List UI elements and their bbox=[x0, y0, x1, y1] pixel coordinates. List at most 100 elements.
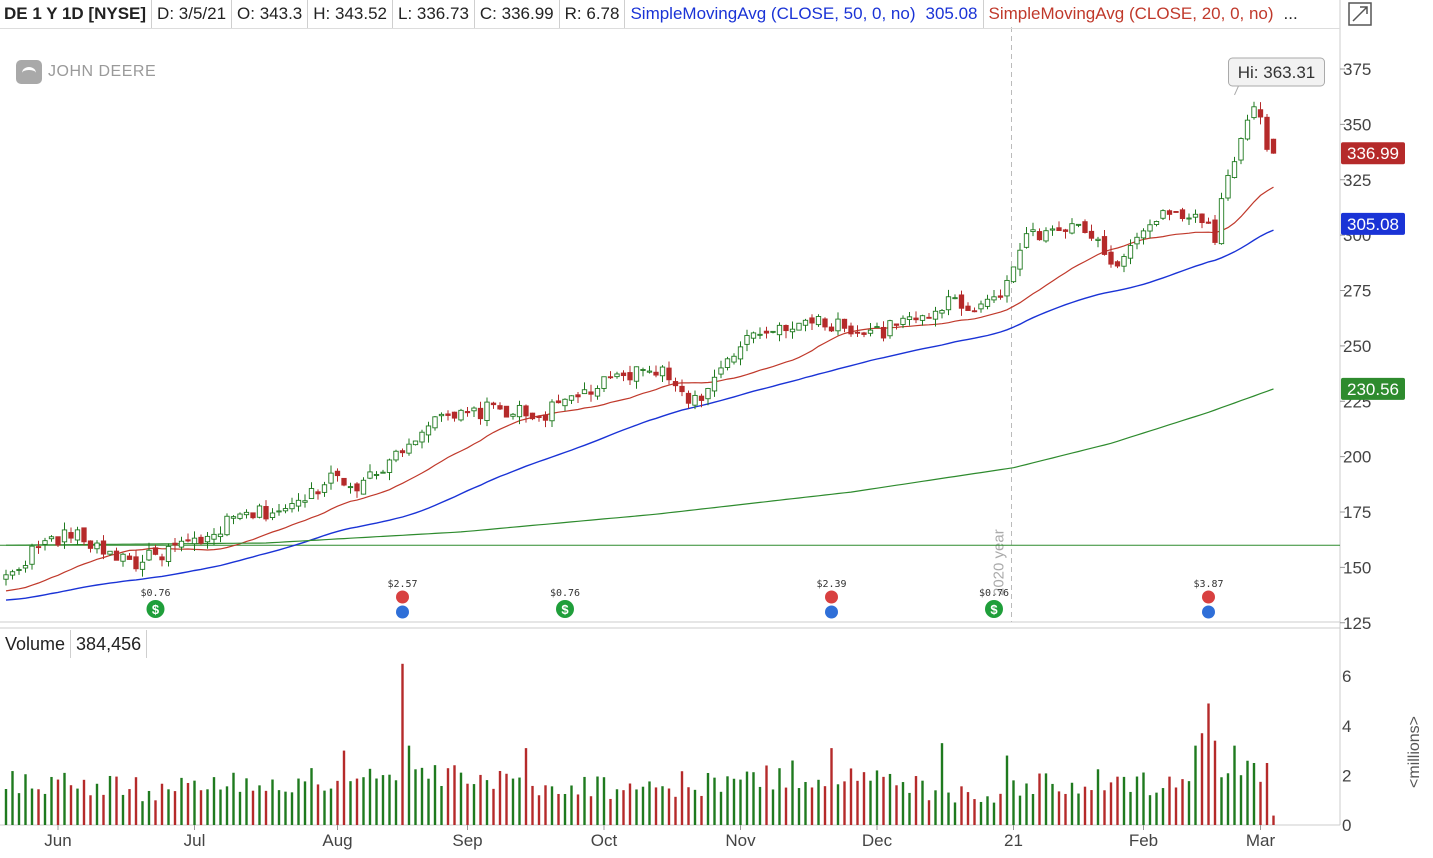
candle-body bbox=[705, 388, 711, 400]
candle-body bbox=[828, 326, 835, 332]
high-callout-box bbox=[1228, 57, 1325, 87]
earnings-icon[interactable] bbox=[1202, 590, 1215, 604]
volume-bar bbox=[69, 785, 73, 825]
candle-body bbox=[796, 322, 802, 331]
volume-bar bbox=[368, 768, 372, 825]
volume-bar bbox=[921, 780, 924, 825]
candle-body bbox=[152, 547, 159, 555]
volume-bar bbox=[1239, 775, 1243, 825]
candle-body bbox=[861, 332, 867, 335]
volume-unit-label: <millions> bbox=[1406, 716, 1423, 788]
candle-body bbox=[1036, 231, 1043, 241]
volume-bar bbox=[1187, 781, 1191, 825]
candle-body bbox=[1088, 230, 1095, 239]
dividend-amount-label: $0.76 bbox=[550, 588, 580, 599]
candle-body bbox=[841, 318, 848, 329]
candle-body bbox=[42, 540, 48, 545]
volume-bar bbox=[427, 778, 430, 825]
candle-body bbox=[542, 414, 549, 421]
earnings-info-icon[interactable] bbox=[1202, 605, 1215, 619]
volume-bar bbox=[901, 782, 905, 825]
price-tick-label: 150 bbox=[1343, 558, 1371, 577]
volume-bar bbox=[1148, 795, 1152, 825]
volume-bar bbox=[895, 785, 898, 825]
volume-bar bbox=[329, 788, 333, 825]
volume-bar bbox=[24, 774, 27, 825]
volume-bar bbox=[271, 779, 274, 825]
symbol-label[interactable]: DE 1 Y 1D [NYSE] bbox=[0, 0, 153, 28]
earnings-amount-label: $2.39 bbox=[816, 579, 846, 590]
candle-body bbox=[926, 316, 932, 319]
volume-bar bbox=[947, 792, 950, 825]
candle-body bbox=[549, 401, 555, 422]
earnings-info-icon[interactable] bbox=[396, 605, 409, 619]
candle-body bbox=[900, 317, 906, 325]
dividend-icon[interactable] bbox=[985, 600, 1003, 618]
candle-body bbox=[581, 389, 588, 395]
expand-icon[interactable] bbox=[1346, 0, 1374, 28]
volume-bar bbox=[953, 802, 957, 825]
candle-body bbox=[81, 527, 87, 543]
candle-body bbox=[939, 309, 945, 314]
candle-body bbox=[1134, 236, 1140, 245]
volume-bar bbox=[1161, 788, 1165, 825]
dividend-icon[interactable] bbox=[556, 600, 574, 618]
candle-body bbox=[146, 549, 152, 561]
candle-body bbox=[1108, 251, 1114, 265]
volume-bar bbox=[1181, 779, 1184, 825]
candle-body bbox=[159, 556, 165, 561]
earnings-info-icon[interactable] bbox=[825, 605, 838, 619]
volume-bar bbox=[160, 783, 164, 825]
candle-body bbox=[302, 500, 308, 503]
candle-body bbox=[640, 369, 646, 371]
volume-bar bbox=[661, 786, 664, 825]
candle-body bbox=[789, 328, 796, 333]
candle-body bbox=[718, 367, 724, 375]
earnings-icon[interactable] bbox=[396, 590, 409, 604]
sma20-line bbox=[5, 186, 1274, 592]
candle-body bbox=[776, 324, 783, 336]
candle-body bbox=[698, 395, 705, 401]
volume-bar bbox=[804, 781, 807, 825]
candle-body bbox=[1212, 219, 1218, 243]
volume-bar bbox=[557, 793, 560, 825]
candle-body bbox=[16, 569, 22, 571]
volume-bar bbox=[960, 786, 963, 825]
volume-bar bbox=[1213, 740, 1217, 825]
volume-bar bbox=[1226, 773, 1230, 825]
candle-body bbox=[555, 400, 562, 404]
volume-bar bbox=[1259, 781, 1262, 825]
volume-bar bbox=[908, 792, 911, 825]
candle-body bbox=[919, 315, 926, 321]
volume-bar bbox=[1194, 745, 1197, 825]
volume-bar bbox=[966, 792, 970, 825]
volume-bar bbox=[375, 778, 378, 825]
candle-body bbox=[35, 546, 42, 549]
volume-bar bbox=[856, 780, 859, 825]
candle-body bbox=[484, 401, 490, 421]
candle-body bbox=[978, 303, 984, 310]
sma20-label[interactable]: SimpleMovingAvg (CLOSE, 20, 0, no) bbox=[988, 4, 1274, 23]
dividend-icon[interactable] bbox=[146, 600, 165, 618]
candle-body bbox=[289, 503, 295, 510]
volume-bar bbox=[505, 773, 508, 825]
volume-bar bbox=[1142, 772, 1145, 825]
candle-body bbox=[458, 409, 464, 421]
candle-body bbox=[1101, 236, 1108, 255]
candle-body bbox=[1186, 217, 1192, 220]
candle-body bbox=[1010, 266, 1017, 283]
volume-bar bbox=[524, 748, 528, 825]
volume-bar bbox=[888, 773, 892, 825]
volume-bar bbox=[50, 776, 53, 825]
more-studies-button[interactable]: ... bbox=[1283, 4, 1298, 23]
candle-body bbox=[906, 316, 913, 320]
candle-body bbox=[373, 474, 380, 476]
earnings-icon[interactable] bbox=[825, 590, 838, 604]
company-logo: JOHN DEERE bbox=[16, 60, 156, 84]
candle-body bbox=[575, 394, 581, 398]
volume-bar bbox=[1070, 782, 1074, 825]
sma50-label[interactable]: SimpleMovingAvg (CLOSE, 50, 0, no) bbox=[630, 4, 916, 23]
candle-body bbox=[55, 536, 61, 546]
volume-bar bbox=[323, 790, 326, 825]
volume-bar bbox=[141, 801, 144, 825]
